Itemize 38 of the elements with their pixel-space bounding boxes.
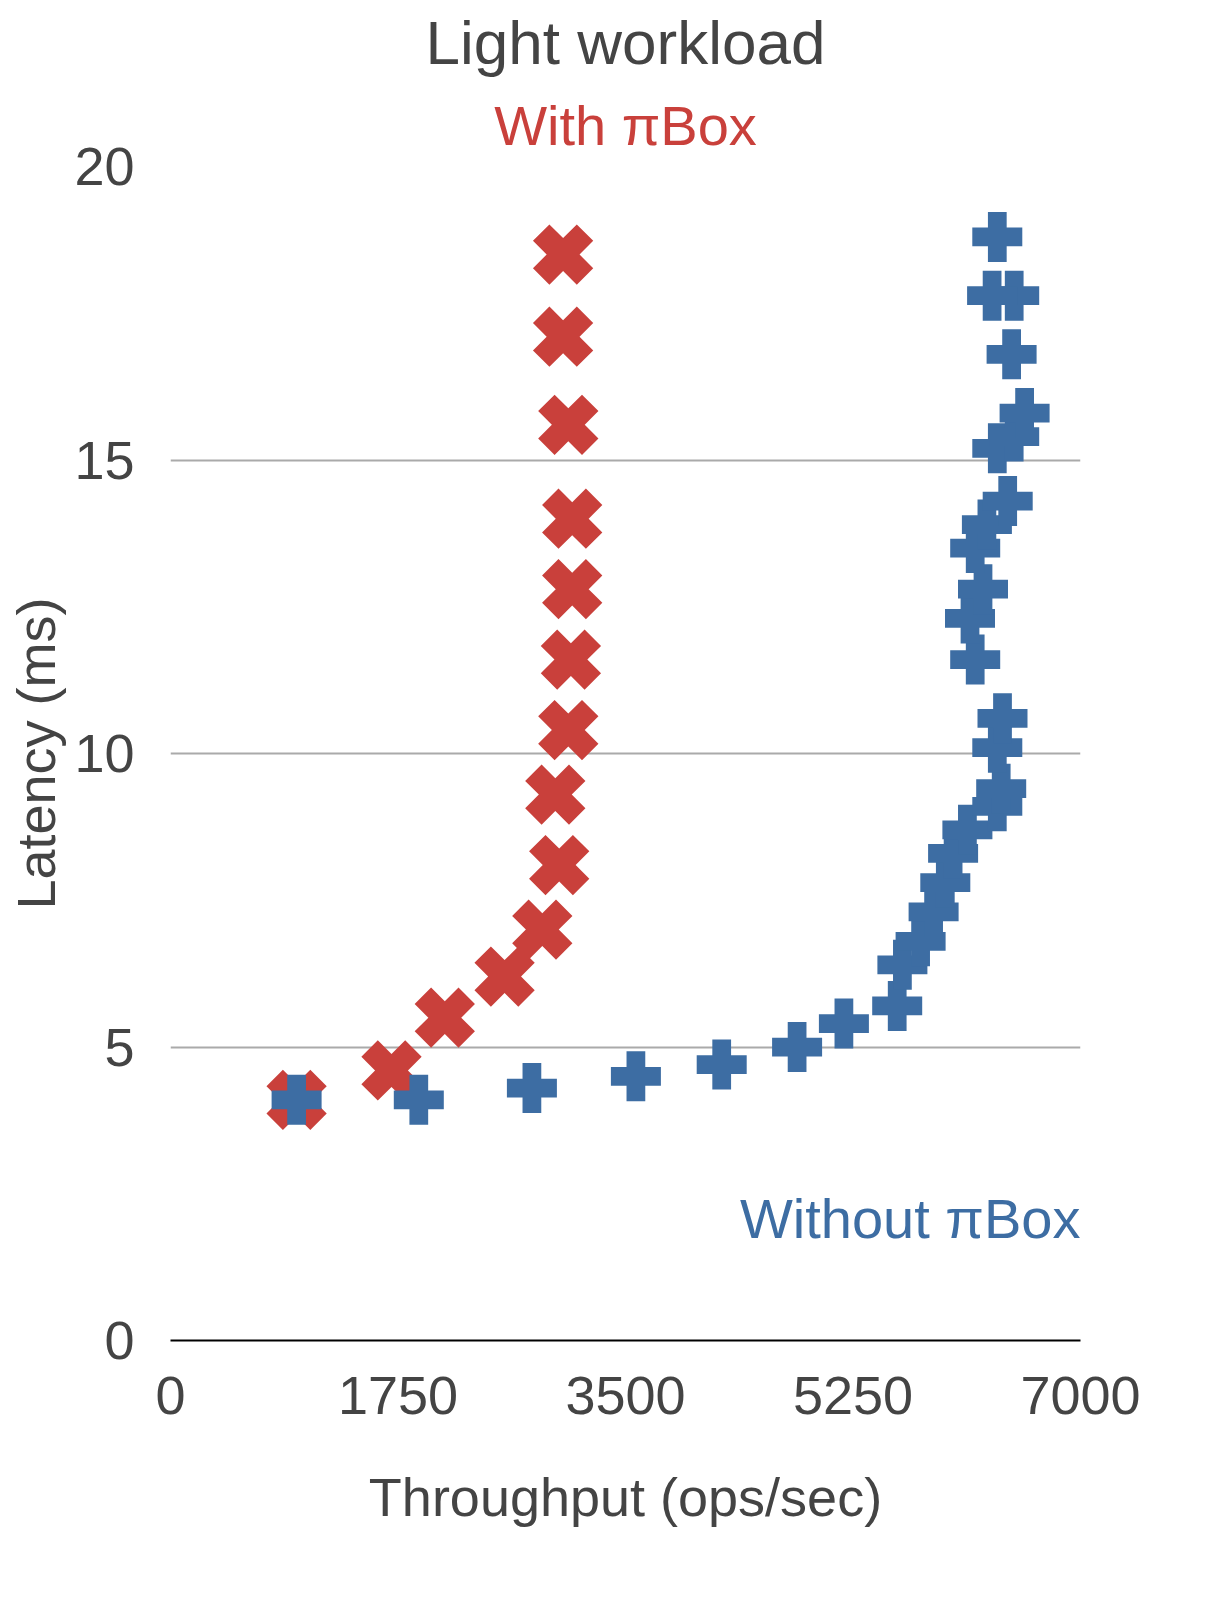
y-tick-label: 10 <box>74 723 135 783</box>
x-axis-title: Throughput (ops/sec) <box>368 1466 883 1527</box>
point <box>474 946 535 1007</box>
point <box>540 629 602 690</box>
series-label: Without πBox <box>739 1186 1081 1250</box>
point <box>696 1039 747 1090</box>
point <box>529 834 590 896</box>
point <box>818 998 869 1049</box>
x-tick-label: 5250 <box>792 1364 914 1425</box>
point <box>512 899 573 960</box>
point <box>532 224 594 285</box>
point <box>986 329 1037 380</box>
point <box>982 476 1033 527</box>
x-tick-label: 3500 <box>565 1364 686 1425</box>
point <box>950 634 1001 685</box>
point <box>525 764 586 825</box>
point <box>972 211 1023 262</box>
x-tick-label: 0 <box>155 1364 186 1425</box>
y-tick-label: 5 <box>104 1016 135 1077</box>
y-tick-label: 15 <box>74 429 135 490</box>
point <box>506 1063 557 1114</box>
point <box>610 1051 661 1102</box>
chart-title: Light workload <box>425 7 826 77</box>
point <box>532 306 594 367</box>
point <box>542 559 603 620</box>
point <box>538 699 599 761</box>
point <box>542 488 603 549</box>
point <box>872 980 923 1031</box>
x-tick-label: 7000 <box>1020 1364 1141 1425</box>
y-axis-title: Latency (ms) <box>6 597 67 910</box>
y-tick-label: 20 <box>74 136 135 196</box>
x-tick-label: 1750 <box>337 1364 459 1425</box>
point <box>772 1022 823 1072</box>
point <box>393 1074 444 1125</box>
point <box>414 987 475 1048</box>
y-tick-label: 0 <box>104 1310 135 1370</box>
series-label: With πBox <box>494 93 757 157</box>
point <box>538 394 599 455</box>
